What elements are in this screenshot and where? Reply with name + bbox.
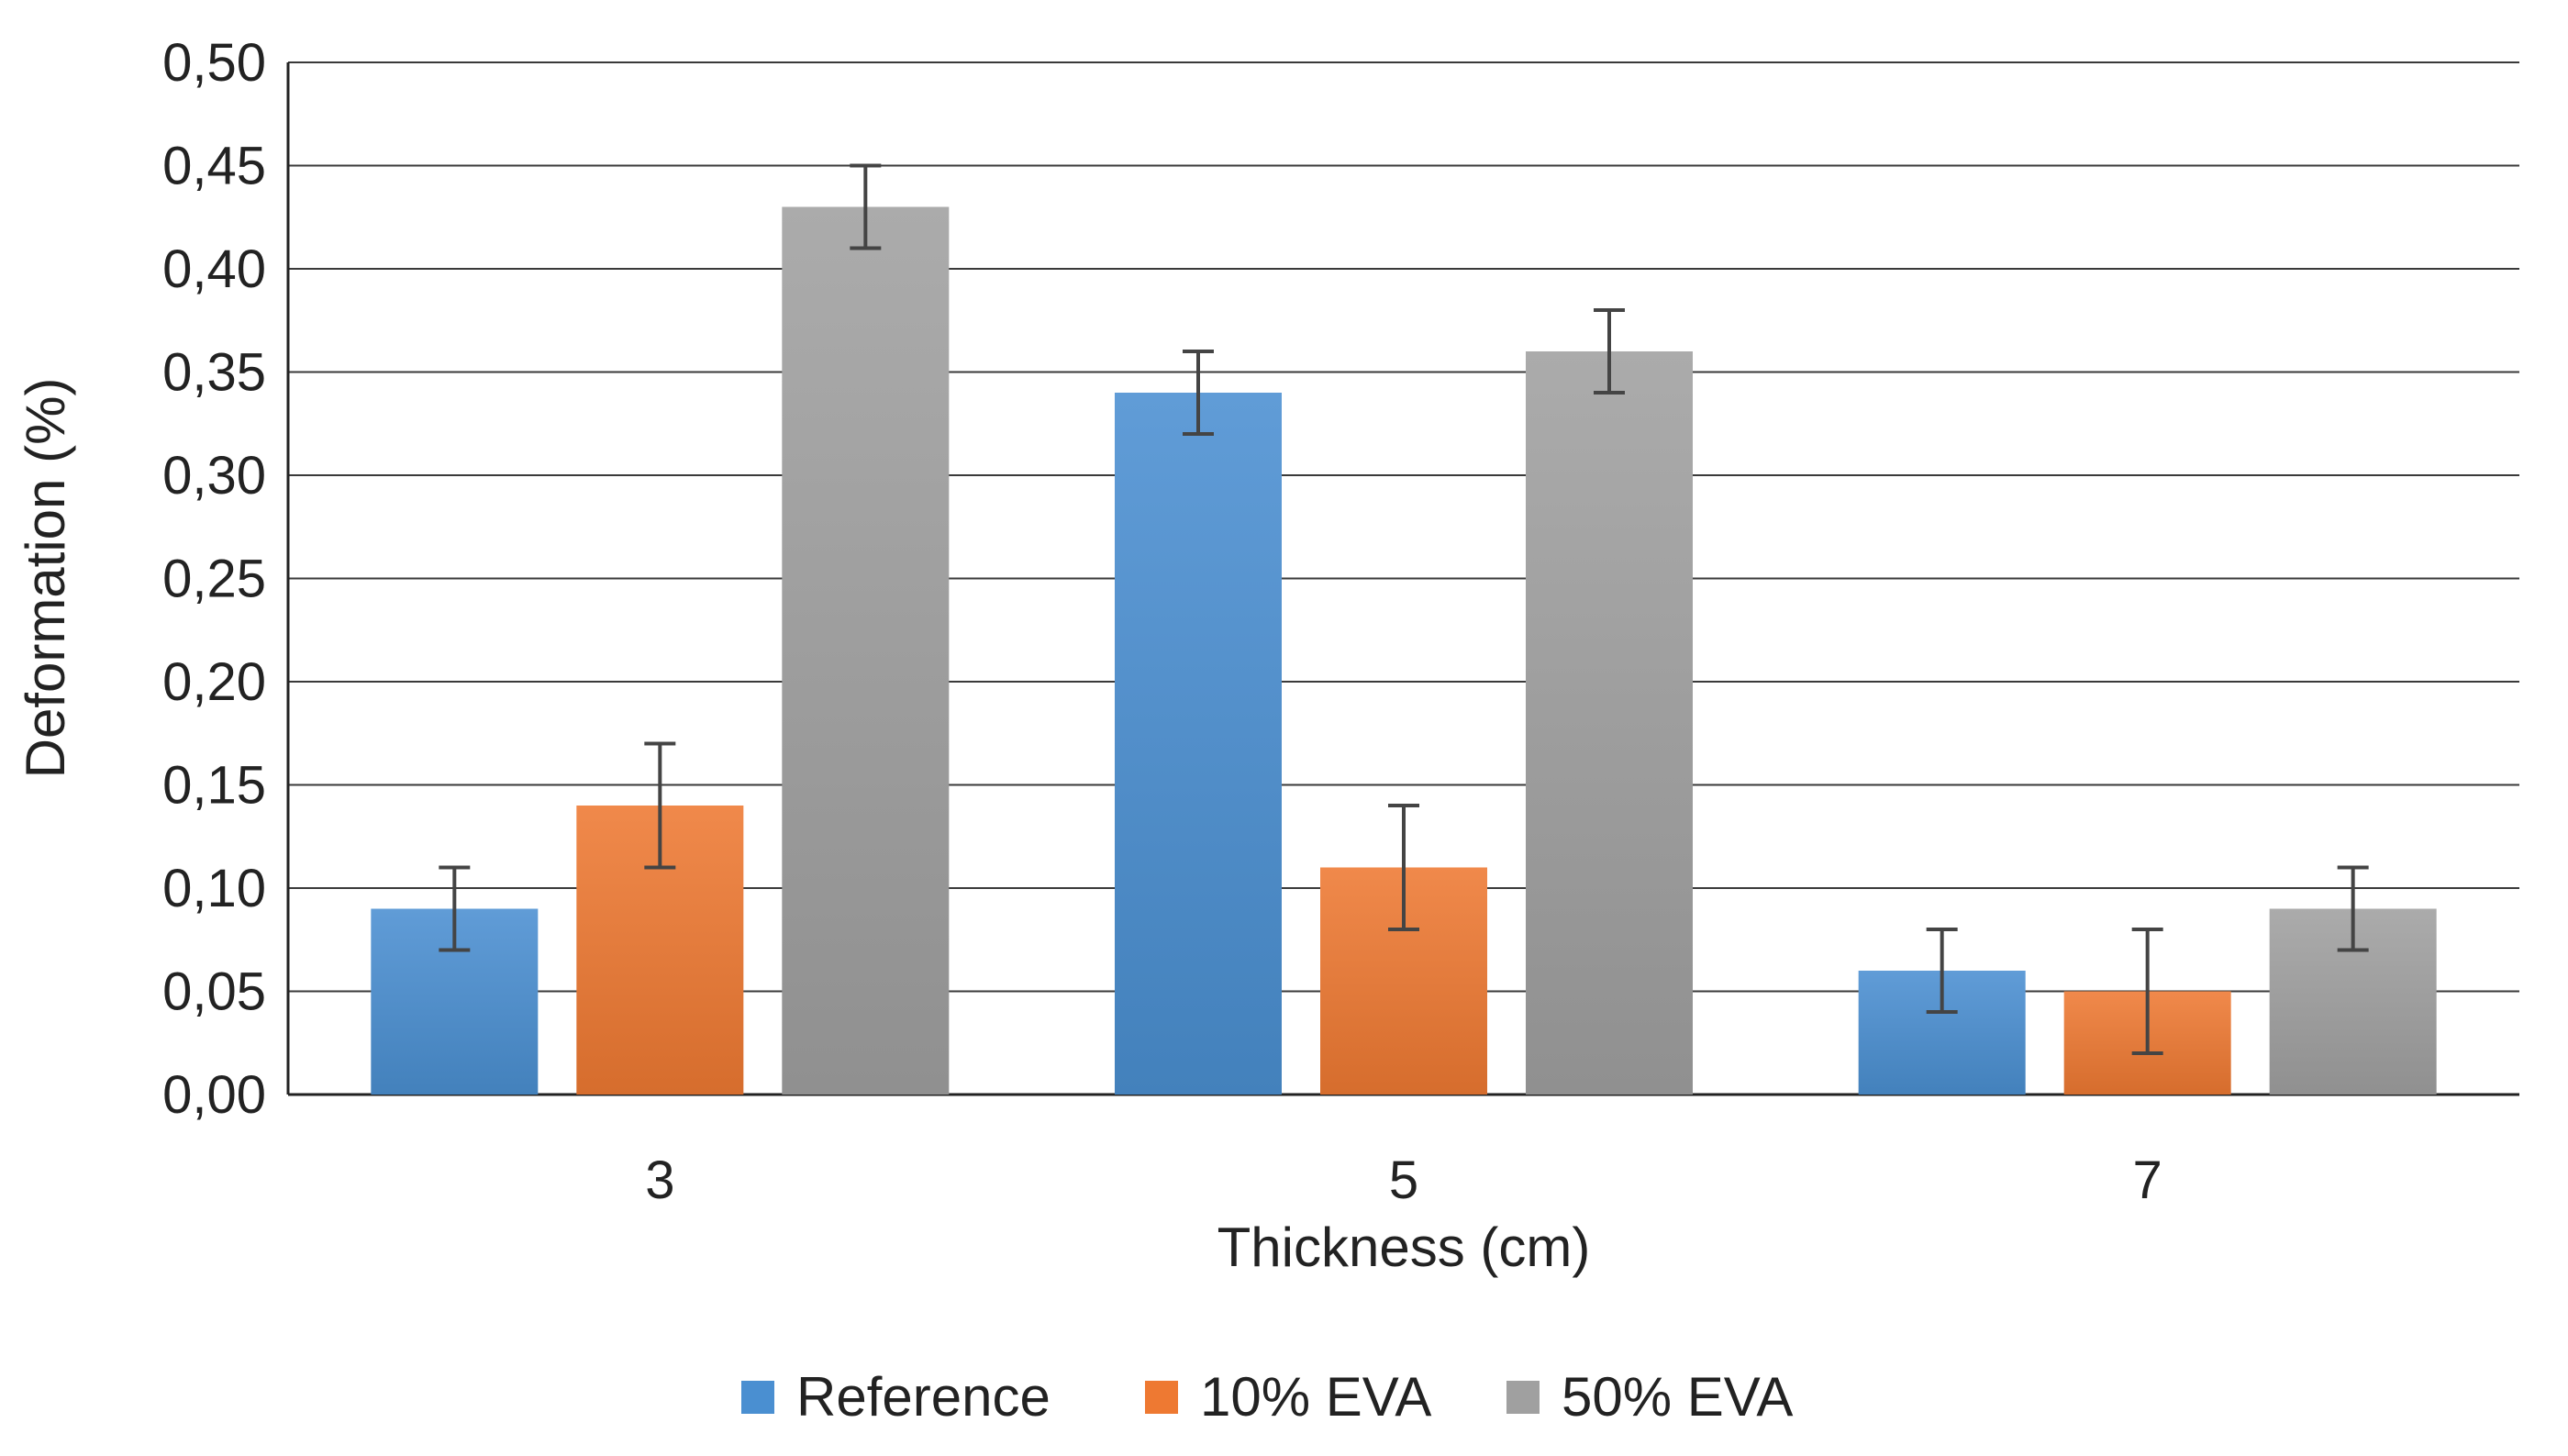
x-axis-title: Thickness (cm) — [1217, 1217, 1591, 1278]
x-tick-label: 3 — [645, 1150, 674, 1210]
error-bar — [1926, 928, 1958, 1014]
error-bars — [439, 163, 2369, 1055]
axes: 0,00 0,05 0,10 0,15 0,20 0,25 0,30 0,35 0,40 0,45… — [15, 33, 2162, 1278]
error-bar — [439, 865, 471, 952]
error-bar — [850, 163, 882, 250]
y-tick-label: 0,10 — [162, 859, 266, 918]
error-bar — [644, 741, 676, 870]
y-tick-label: 0,45 — [162, 137, 266, 196]
bar-50-eva-3 — [782, 206, 950, 1095]
legend-swatch — [1145, 1381, 1178, 1414]
y-tick-label: 0,35 — [162, 343, 266, 403]
bars — [371, 206, 2437, 1095]
y-tick-label: 0,00 — [162, 1065, 266, 1125]
legend-label: 50% EVA — [1562, 1366, 1793, 1428]
error-bar — [1594, 308, 1625, 395]
error-bar — [2131, 928, 2163, 1055]
legend-swatch — [741, 1381, 774, 1414]
y-tick-label: 0,25 — [162, 550, 266, 609]
y-axis-title: Deformation (%) — [15, 378, 76, 779]
y-tick-label: 0,05 — [162, 962, 266, 1022]
bar-reference-5 — [1115, 393, 1282, 1095]
y-tick-label: 0,40 — [162, 239, 266, 299]
bar-50-eva-5 — [1526, 351, 1693, 1095]
y-tick-label: 0,50 — [162, 33, 266, 93]
legend-item: 50% EVA — [1506, 1366, 1793, 1428]
error-bar — [1388, 804, 1419, 931]
y-tick-label: 0,20 — [162, 652, 266, 712]
error-bar — [1183, 350, 1214, 436]
legend: Reference 10% EVA 50% EVA — [741, 1366, 1793, 1428]
legend-item: 10% EVA — [1145, 1366, 1431, 1428]
legend-label: 10% EVA — [1200, 1366, 1431, 1428]
legend-item: Reference — [741, 1366, 1051, 1428]
error-bar — [2337, 865, 2369, 952]
legend-label: Reference — [796, 1366, 1051, 1428]
y-tick-label: 0,15 — [162, 756, 266, 816]
legend-swatch — [1506, 1381, 1540, 1414]
x-tick-label: 5 — [1389, 1150, 1418, 1210]
y-tick-label: 0,30 — [162, 446, 266, 506]
x-tick-label: 7 — [2133, 1150, 2162, 1210]
